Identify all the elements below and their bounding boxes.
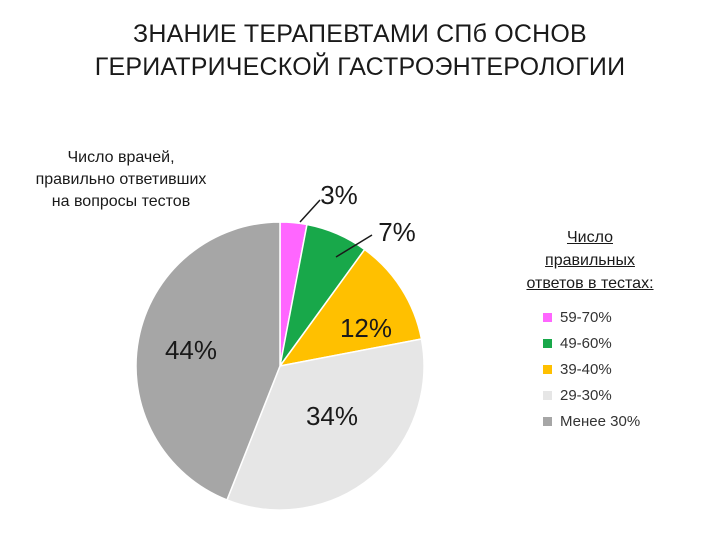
pie-leader-line-1 xyxy=(299,199,321,223)
legend-title: Число правильных ответов в тестах: xyxy=(500,226,680,295)
legend-label-2: 49-60% xyxy=(560,334,612,352)
legend-label-1: 59-70% xyxy=(560,308,612,326)
pie-slices xyxy=(135,221,425,511)
pie-leader-line-2 xyxy=(335,234,373,258)
legend-swatch-2 xyxy=(543,338,552,348)
pie-slice-3 xyxy=(278,248,423,368)
legend-swatch-3 xyxy=(543,364,552,374)
chart-legend: 59-70% 49-60% 39-40% 29-30% Менее 30% xyxy=(543,304,640,434)
pie-data-labels: 3% 7% 12% 34% 44% xyxy=(165,180,416,431)
pie-data-label-2: 7% xyxy=(378,217,416,247)
pie-data-label-5: 44% xyxy=(165,335,217,365)
legend-item-3: 39-40% xyxy=(543,356,640,382)
pie-leader-lines xyxy=(299,199,373,258)
pie-data-label-4: 34% xyxy=(306,401,358,431)
left-caption-line-2: правильно ответивших xyxy=(35,171,207,188)
pie-data-label-3: 12% xyxy=(340,313,392,343)
legend-item-1: 59-70% xyxy=(543,304,640,330)
pie-data-label-1: 3% xyxy=(320,180,358,210)
chart-title-line-1: ЗНАНИЕ ТЕРАПЕВТАМИ СПб ОСНОВ xyxy=(133,20,587,48)
left-caption: Число врачей, правильно ответивших на во… xyxy=(0,147,242,213)
chart-title-line-2: ГЕРИАТРИЧЕСКОЙ ГАСТРОЭНТЕРОЛОГИИ xyxy=(94,53,626,81)
left-caption-line-1: Число врачей, xyxy=(67,149,175,166)
pie-slice-4 xyxy=(226,338,425,511)
legend-title-line-2: правильных xyxy=(545,252,635,269)
legend-label-3: 39-40% xyxy=(560,360,612,378)
pie-slice-5 xyxy=(135,221,281,501)
legend-swatch-1 xyxy=(543,312,552,322)
legend-title-line-1: Число xyxy=(566,229,613,246)
legend-item-5: Менее 30% xyxy=(543,408,640,434)
legend-title-line-3: ответов в тестах: xyxy=(526,275,654,292)
legend-swatch-5 xyxy=(543,416,552,426)
legend-swatch-4 xyxy=(543,390,552,400)
legend-item-2: 49-60% xyxy=(543,330,640,356)
legend-item-4: 29-30% xyxy=(543,382,640,408)
legend-label-5: Менее 30% xyxy=(560,412,641,430)
left-caption-line-3: на вопросы тестов xyxy=(51,193,191,210)
chart-title: ЗНАНИЕ ТЕРАПЕВТАМИ СПб ОСНОВ ГЕРИАТРИЧЕС… xyxy=(0,18,720,84)
legend-label-4: 29-30% xyxy=(560,386,612,404)
